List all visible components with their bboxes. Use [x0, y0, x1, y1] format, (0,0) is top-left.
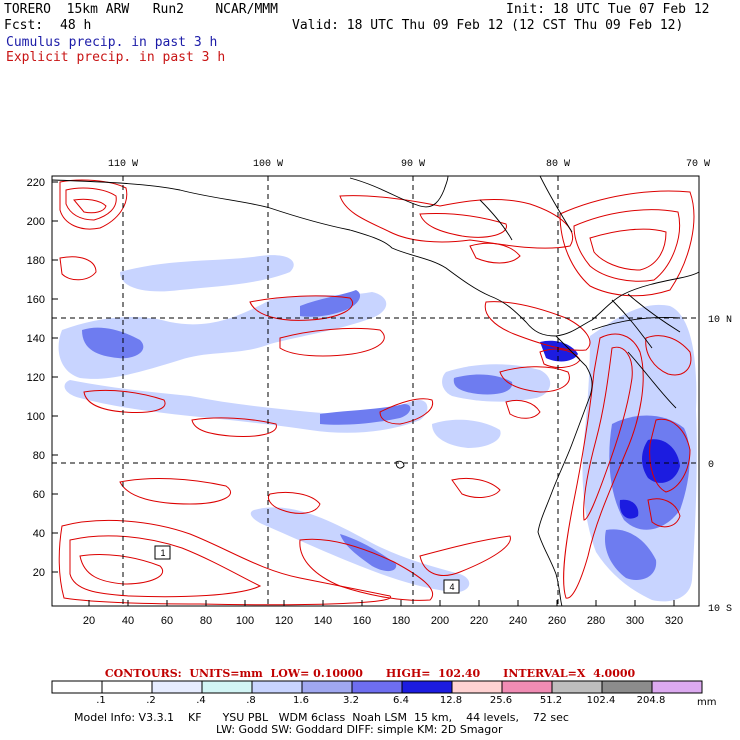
lat-label: 0: [708, 460, 714, 471]
longitude-labels: 110 W 100 W 90 W 80 W 70 W: [108, 159, 710, 170]
x-tick-label: 320: [665, 615, 683, 627]
colorbar-label: 204.8: [636, 695, 666, 706]
y-tick-label: 160: [27, 294, 45, 306]
colorbar-swatch: [651, 680, 703, 694]
colorbar-label: 1.6: [293, 695, 309, 706]
colorbar-swatch: [451, 680, 503, 694]
coastlines: [52, 176, 699, 606]
y-tick-label: 20: [33, 567, 45, 579]
x-tick-label: 20: [83, 615, 95, 627]
colorbar-label: 51.2: [539, 695, 563, 706]
left-axis-labels: 220 200 180 160 140 120 100 80 60 40 20: [27, 177, 45, 579]
lon-label: 110 W: [108, 159, 138, 170]
colorbar-swatch: [201, 680, 253, 694]
station-labels: 1 4: [160, 548, 454, 592]
colorbar-swatch: [351, 680, 403, 694]
map-frame: [51, 175, 700, 607]
x-tick-label: 300: [626, 615, 644, 627]
model-title: TORERO 15km ARW Run2 NCAR/MMM: [4, 2, 278, 17]
y-tick-label: 120: [27, 372, 45, 384]
y-tick-label: 100: [27, 411, 45, 423]
colorbar-unit: mm: [697, 697, 717, 708]
y-tick-label: 200: [27, 216, 45, 228]
forecast-label: Fcst:: [4, 18, 44, 33]
x-tick-label: 200: [431, 615, 449, 627]
x-tick-label: 140: [314, 615, 332, 627]
colorbar-swatch: [151, 680, 203, 694]
colorbar-label: 25.6: [489, 695, 513, 706]
colorbar-swatch: [301, 680, 353, 694]
colorbar-label: 12.8: [439, 695, 463, 706]
colorbar-swatch: [551, 680, 603, 694]
legend-explicit: Explicit precip. in past 3 h: [6, 50, 226, 65]
left-axis-ticks: [52, 181, 58, 573]
lon-label: 90 W: [401, 159, 425, 170]
y-tick-label: 40: [33, 528, 45, 540]
lat-label: 10 N: [708, 315, 732, 326]
station-markers: [154, 545, 460, 594]
colorbar-label: 3.2: [343, 695, 359, 706]
legend-cumulus: Cumulus precip. in past 3 h: [6, 35, 218, 50]
x-tick-label: 40: [122, 615, 134, 627]
colorbar-swatch: [501, 680, 553, 694]
x-tick-label: 160: [353, 615, 371, 627]
map-field: [52, 176, 699, 606]
y-tick-label: 180: [27, 255, 45, 267]
model-info-line2: LW: Godd SW: Goddard DIFF: simple KM: 2D…: [216, 723, 503, 736]
x-tick-label: 180: [392, 615, 410, 627]
bottom-axis-labels: 20 40 60 80 100 120 140 160 180 200 220 …: [83, 615, 683, 627]
colorbar-swatch: [601, 680, 653, 694]
y-tick-label: 60: [33, 489, 45, 501]
x-tick-label: 120: [275, 615, 293, 627]
colorbar-label: .2: [146, 695, 156, 706]
station-label: 4: [449, 582, 454, 592]
colorbar-label: 6.4: [393, 695, 409, 706]
forecast-hour: 48 h: [60, 18, 92, 33]
colorbar-label: 102.4: [586, 695, 616, 706]
y-tick-label: 140: [27, 333, 45, 345]
explicit-precip-contours: [58, 179, 695, 606]
x-tick-label: 280: [587, 615, 605, 627]
x-tick-label: 60: [161, 615, 173, 627]
model-info-line1: Model Info: V3.3.1 KF YSU PBL WDM 6class…: [74, 711, 569, 724]
y-tick-label: 80: [33, 450, 45, 462]
colorbar-label: .4: [196, 695, 206, 706]
x-tick-label: 260: [548, 615, 566, 627]
init-time: Init: 18 UTC Tue 07 Feb 12: [506, 2, 710, 17]
colorbar-swatch: [51, 680, 103, 694]
lon-label: 100 W: [253, 159, 283, 170]
x-tick-label: 240: [509, 615, 527, 627]
colorbar-swatch: [251, 680, 303, 694]
lon-label: 70 W: [686, 159, 710, 170]
bottom-axis-ticks: [88, 600, 675, 606]
contours-info: CONTOURS: UNITS=mm LOW= 0.10000 HIGH= 10…: [104, 667, 636, 680]
latitude-labels: 10 N 0 10 S: [708, 315, 732, 615]
colorbar-swatch: [101, 680, 153, 694]
colorbar: [51, 680, 703, 694]
cumulus-precip-shading: [58, 255, 697, 602]
colorbar-label: .1: [96, 695, 106, 706]
station-label: 1: [160, 548, 165, 558]
y-tick-label: 220: [27, 177, 45, 189]
colorbar-label: .8: [246, 695, 256, 706]
valid-time: Valid: 18 UTC Thu 09 Feb 12 (12 CST Thu …: [292, 18, 684, 33]
x-tick-label: 80: [200, 615, 212, 627]
lat-label: 10 S: [708, 604, 732, 615]
x-tick-label: 100: [236, 615, 254, 627]
colorbar-swatch: [401, 680, 453, 694]
x-tick-label: 220: [470, 615, 488, 627]
lon-label: 80 W: [546, 159, 570, 170]
